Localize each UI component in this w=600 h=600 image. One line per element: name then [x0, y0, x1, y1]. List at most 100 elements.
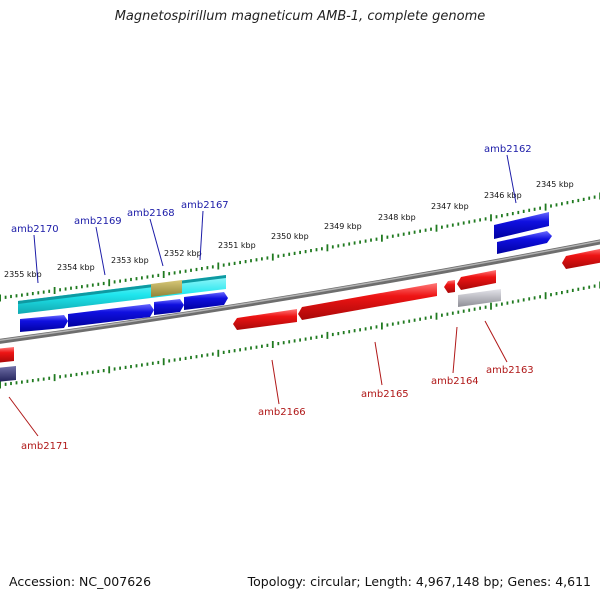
- inner-scale-tick: [261, 344, 263, 348]
- outer-scale-tick: [255, 258, 258, 262]
- gene-label-amb2165[interactable]: amb2165: [361, 389, 409, 400]
- inner-scale-tick: [293, 339, 296, 343]
- gene-label-amb2168[interactable]: amb2168: [127, 208, 175, 219]
- gene-label-amb2170[interactable]: amb2170: [11, 224, 59, 235]
- outer-scale-tick: [31, 292, 34, 296]
- outer-scale-tick: [495, 215, 498, 219]
- gene-label-amb2167[interactable]: amb2167: [181, 200, 229, 211]
- outer-scale-tick: [331, 245, 334, 249]
- gene-label-amb2171[interactable]: amb2171: [21, 441, 69, 452]
- inner-scale-tick: [162, 358, 165, 366]
- inner-scale-tick: [462, 309, 465, 313]
- outer-scale-tick: [419, 229, 421, 233]
- gene-arrow-amb2163[interactable]: [457, 270, 496, 290]
- inner-scale-tick: [53, 374, 56, 382]
- gene-arrow-amb2171[interactable]: [0, 347, 14, 363]
- gene-label-amb2164[interactable]: amb2164: [431, 376, 479, 387]
- outer-scale-tick: [239, 260, 241, 265]
- outer-scale-tick: [86, 284, 89, 288]
- outer-scale-tick: [195, 267, 198, 272]
- outer-scale-tick: [544, 203, 547, 211]
- outer-scale-tick: [222, 263, 225, 267]
- inner-scale-tick: [211, 352, 214, 356]
- outer-scale-tick: [53, 287, 56, 294]
- outer-scale-tick: [473, 219, 476, 223]
- inner-scale-tick: [353, 329, 356, 333]
- genome-stats-text: Topology: circular; Length: 4,967,148 bp…: [247, 574, 591, 589]
- outer-scale-tick: [342, 243, 345, 247]
- inner-scale-tick: [271, 341, 274, 348]
- inner-scale-tick: [206, 353, 209, 357]
- inner-scale-tick: [10, 381, 12, 386]
- kbp-label-2347: 2347 kbp: [431, 202, 469, 211]
- outer-scale-tick: [381, 234, 383, 242]
- gene-label-amb2163[interactable]: amb2163: [486, 365, 534, 376]
- outer-scale-tick: [386, 235, 389, 239]
- gene-arrow-amb2170[interactable]: [20, 315, 68, 332]
- outer-scale-tick: [293, 251, 296, 255]
- gene-arrow-amb2162-lower[interactable]: [497, 231, 552, 254]
- outer-scale-tick: [304, 250, 307, 254]
- accession-text: Accession: NC_007626: [9, 574, 152, 589]
- outer-scale-tick: [577, 198, 580, 203]
- gene-arrow-amb2167[interactable]: [184, 292, 228, 310]
- gene-label-amb2169[interactable]: amb2169: [74, 216, 122, 227]
- outer-scale-tick: [113, 280, 116, 284]
- inner-scale-tick: [370, 326, 372, 330]
- outer-scale-tick: [10, 294, 12, 299]
- inner-scale-tick: [446, 312, 449, 316]
- inner-scale-tick: [571, 288, 574, 292]
- inner-scale-tick: [451, 311, 454, 315]
- inner-scale-tick: [413, 318, 416, 322]
- outer-scale-tick: [48, 289, 51, 293]
- inner-scale-tick: [135, 364, 138, 368]
- inner-scale-tick: [397, 321, 400, 325]
- outer-scale-tick: [533, 207, 536, 211]
- gene-arrow-right-edge[interactable]: [562, 248, 600, 269]
- gene-arrow-amb2169[interactable]: [68, 304, 154, 327]
- inner-scale-tick: [473, 307, 476, 311]
- inner-scale-tick: [146, 362, 149, 366]
- inner-scale-tick: [173, 358, 176, 362]
- rna-feature-band[interactable]: [18, 275, 226, 314]
- gene-arrow-amb2168[interactable]: [154, 299, 184, 315]
- inner-scale-tick: [522, 298, 525, 302]
- inner-scale-tick: [239, 348, 241, 352]
- inner-scale-tick: [402, 320, 405, 324]
- gene-arrow-amb2166[interactable]: [233, 309, 297, 330]
- inner-scale-tick: [544, 292, 547, 300]
- inner-scale-tick: [157, 360, 160, 365]
- outer-scale-tick: [337, 244, 340, 248]
- gene-arrow-dark-left[interactable]: [0, 366, 16, 382]
- gene-arrow-amb2162-upper[interactable]: [494, 212, 549, 239]
- outer-scale-tick: [457, 222, 460, 226]
- outer-scale-tick: [190, 268, 192, 272]
- outer-scale-tick: [119, 279, 121, 283]
- inner-scale-tick: [0, 381, 1, 389]
- inner-scale-tick: [288, 340, 291, 344]
- gene-arrow-amb2164[interactable]: [444, 280, 455, 293]
- gene-label-amb2166[interactable]: amb2166: [258, 407, 306, 418]
- outer-scale-tick: [413, 230, 416, 234]
- gene-label-amb2162[interactable]: amb2162: [484, 144, 532, 155]
- inner-scale-tick: [550, 293, 552, 297]
- inner-scale-tick: [391, 322, 394, 326]
- inner-scale-tick: [130, 365, 132, 369]
- outer-scale-tick: [217, 262, 220, 270]
- inner-scale-tick: [593, 284, 596, 288]
- inner-scale-tick: [15, 381, 18, 385]
- outer-scale-tick: [430, 227, 432, 231]
- gene-arrow-amb2165[interactable]: [298, 283, 437, 320]
- outer-scale-tick: [21, 293, 23, 297]
- pseudo-gene-grey[interactable]: [458, 289, 501, 307]
- outer-scale-tick: [566, 201, 569, 205]
- inner-scale-tick: [266, 343, 269, 347]
- kbp-label-2350: 2350 kbp: [271, 232, 309, 241]
- outer-scale-tick: [26, 292, 29, 296]
- inner-scale-tick: [201, 354, 203, 358]
- outer-scale-tick: [277, 254, 280, 258]
- inner-scale-tick: [582, 286, 585, 290]
- inner-scale-tick: [244, 347, 247, 351]
- outer-scale-tick: [146, 275, 149, 279]
